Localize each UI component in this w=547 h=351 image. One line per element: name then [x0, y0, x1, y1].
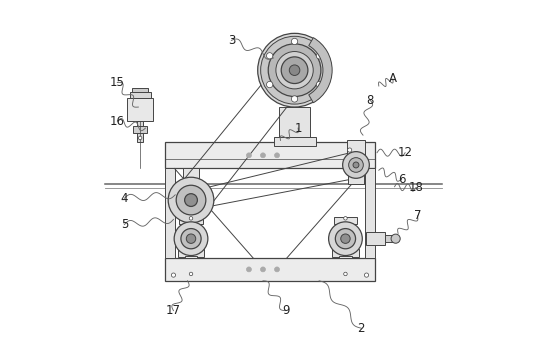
Circle shape [174, 222, 208, 256]
Bar [127, 98, 154, 121]
Bar [366, 232, 385, 245]
Circle shape [276, 52, 313, 89]
Text: 12: 12 [398, 146, 412, 159]
Bar [165, 142, 375, 168]
Text: 18: 18 [408, 181, 423, 194]
Text: 8: 8 [366, 93, 374, 107]
Circle shape [316, 53, 323, 59]
Circle shape [266, 53, 273, 59]
Circle shape [391, 234, 400, 243]
Circle shape [189, 272, 193, 276]
Bar [339, 256, 352, 258]
Circle shape [281, 57, 308, 84]
Text: 3: 3 [228, 34, 235, 47]
Circle shape [189, 217, 193, 220]
Bar [165, 168, 174, 258]
Circle shape [344, 217, 347, 220]
Circle shape [185, 194, 197, 206]
Bar [165, 258, 375, 281]
Text: 2: 2 [358, 322, 365, 335]
Circle shape [258, 33, 331, 107]
Circle shape [268, 44, 321, 97]
Bar [133, 126, 147, 133]
Circle shape [364, 273, 369, 277]
Circle shape [247, 153, 252, 158]
Circle shape [292, 38, 298, 45]
Circle shape [275, 153, 280, 158]
Circle shape [260, 153, 265, 158]
Circle shape [329, 222, 362, 256]
Circle shape [344, 272, 347, 276]
Circle shape [171, 273, 176, 277]
Text: 7: 7 [414, 209, 421, 223]
Circle shape [348, 158, 363, 172]
Circle shape [316, 81, 323, 88]
Bar [185, 256, 197, 258]
Circle shape [342, 152, 369, 178]
Circle shape [261, 36, 328, 104]
Circle shape [138, 136, 142, 140]
Circle shape [275, 267, 280, 272]
Text: A: A [389, 72, 397, 86]
Bar [137, 121, 143, 142]
Text: 15: 15 [110, 76, 125, 89]
Wedge shape [309, 38, 332, 103]
Circle shape [292, 96, 298, 102]
Circle shape [260, 267, 265, 272]
Bar [279, 107, 310, 142]
Text: 4: 4 [120, 192, 128, 205]
Text: 17: 17 [166, 304, 181, 317]
Bar [332, 249, 359, 257]
Bar [365, 168, 375, 258]
Circle shape [247, 267, 252, 272]
Bar [130, 92, 150, 98]
Circle shape [187, 234, 196, 243]
Circle shape [168, 177, 214, 223]
Text: 5: 5 [121, 218, 128, 231]
Text: 1: 1 [294, 121, 302, 135]
Bar [334, 217, 357, 224]
Bar [132, 88, 148, 92]
Bar [385, 235, 394, 242]
Text: 16: 16 [110, 114, 125, 128]
Circle shape [289, 65, 300, 75]
Circle shape [266, 81, 273, 88]
Bar [274, 137, 316, 146]
Bar [347, 140, 365, 170]
Circle shape [347, 148, 352, 152]
Circle shape [335, 229, 356, 249]
Circle shape [181, 229, 201, 249]
Text: 6: 6 [398, 172, 405, 186]
Circle shape [347, 160, 352, 164]
Circle shape [341, 234, 350, 243]
Bar [348, 167, 364, 184]
Circle shape [353, 162, 359, 168]
Bar [179, 217, 203, 224]
Circle shape [176, 185, 206, 215]
Bar [178, 249, 205, 257]
Bar [183, 168, 199, 223]
Text: 9: 9 [282, 304, 289, 317]
